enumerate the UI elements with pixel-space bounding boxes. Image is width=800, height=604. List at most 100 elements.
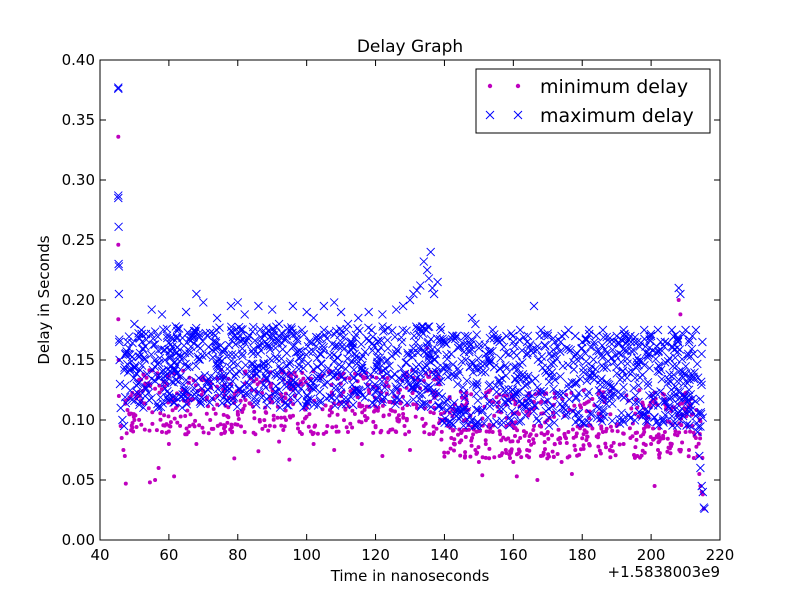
min-delay-point (183, 432, 188, 437)
max-delay-point (378, 310, 387, 319)
min-delay-point (385, 376, 390, 380)
max-delay-point (357, 363, 367, 373)
min-delay-point (133, 413, 138, 418)
max-delay-point (515, 335, 524, 345)
min-delay-point (584, 438, 589, 442)
min-delay-point (463, 450, 468, 455)
max-delay-point (653, 325, 663, 335)
max-delay-point (288, 301, 298, 311)
max-delay-point (129, 373, 139, 383)
max-delay-point (243, 333, 253, 343)
min-delay-point (116, 242, 121, 247)
max-delay-point (159, 345, 169, 355)
min-delay-point (531, 440, 536, 445)
min-delay-point (150, 410, 155, 415)
min-delay-point (162, 413, 167, 418)
min-delay-point (552, 391, 557, 396)
min-delay-point (284, 418, 288, 422)
min-delay-point (255, 382, 260, 387)
max-delay-point (369, 400, 379, 409)
max-delay-point (651, 388, 661, 398)
min-delay-point (517, 412, 521, 416)
min-delay-point (395, 416, 400, 421)
max-delay-point (331, 385, 341, 395)
max-delay-point (181, 375, 191, 385)
max-delay-point (496, 354, 505, 363)
min-delay-point (607, 448, 612, 452)
y-tick-label: 0.15 (62, 351, 95, 369)
min-delay-point (283, 396, 288, 400)
max-delay-point (546, 359, 556, 369)
min-delay-point (629, 406, 634, 411)
max-delay-point (119, 421, 129, 431)
min-delay-point (555, 452, 560, 456)
min-delay-point (688, 429, 693, 434)
max-delay-point (186, 336, 196, 345)
max-delay-point (207, 393, 217, 403)
max-delay-point (543, 331, 553, 341)
max-delay-point (433, 345, 442, 355)
max-delay-point (140, 355, 150, 364)
max-delay-point (179, 393, 188, 403)
max-delay-point (608, 345, 617, 355)
max-delay-point (584, 387, 594, 397)
x-tick-label: 120 (361, 546, 390, 564)
max-delay-point (154, 402, 163, 411)
min-delay-point (131, 429, 136, 434)
min-delay-point (519, 455, 524, 460)
max-delay-point (167, 342, 177, 352)
min-delay-point (200, 425, 205, 430)
min-delay-point (116, 358, 121, 362)
min-delay-point (185, 408, 190, 413)
max-delay-point (192, 289, 201, 299)
max-delay-point (303, 359, 313, 368)
min-delay-point (615, 429, 620, 434)
min-delay-point (357, 419, 362, 424)
max-delay-point (150, 355, 160, 365)
max-delay-point (391, 305, 401, 314)
min-delay-point (599, 426, 604, 431)
max-delay-point (383, 335, 392, 345)
max-delay-point (619, 325, 628, 335)
min-delay-point (388, 427, 393, 432)
min-delay-point (380, 454, 385, 458)
max-delay-point (634, 407, 644, 417)
max-delay-point (261, 366, 271, 376)
max-delay-point (336, 388, 346, 398)
max-delay-point (274, 319, 284, 329)
min-delay-point (483, 455, 488, 460)
min-delay-point (164, 422, 169, 427)
min-delay-point (452, 448, 456, 453)
max-delay-point (675, 345, 685, 354)
max-delay-point (622, 373, 632, 383)
max-delay-point (224, 340, 234, 350)
legend: minimum delay maximum delay (475, 68, 711, 134)
max-delay-point (643, 417, 652, 427)
max-delay-point (377, 397, 387, 407)
max-delay-point (231, 350, 241, 360)
max-delay-point (533, 382, 542, 392)
max-delay-point (396, 380, 405, 389)
max-delay-point (325, 392, 335, 401)
max-delay-point (181, 386, 191, 395)
max-delay-point (348, 343, 358, 353)
max-delay-point (590, 370, 600, 380)
max-delay-point (362, 334, 372, 343)
max-delay-point (257, 393, 267, 402)
min-delay-point (225, 420, 230, 425)
max-delay-point (501, 360, 510, 370)
max-delay-point (387, 387, 397, 397)
max-delay-point (498, 404, 508, 414)
max-delay-point (330, 401, 340, 410)
max-delay-point (660, 397, 670, 407)
max-delay-point (343, 319, 353, 329)
max-delay-point (485, 333, 495, 343)
max-delay-point (146, 329, 156, 339)
max-delay-point (696, 422, 705, 431)
max-delay-point (698, 487, 708, 497)
min-delay-point (343, 407, 348, 412)
min-delay-point (497, 454, 502, 458)
max-delay-point (660, 337, 670, 347)
max-delay-point (164, 393, 174, 402)
